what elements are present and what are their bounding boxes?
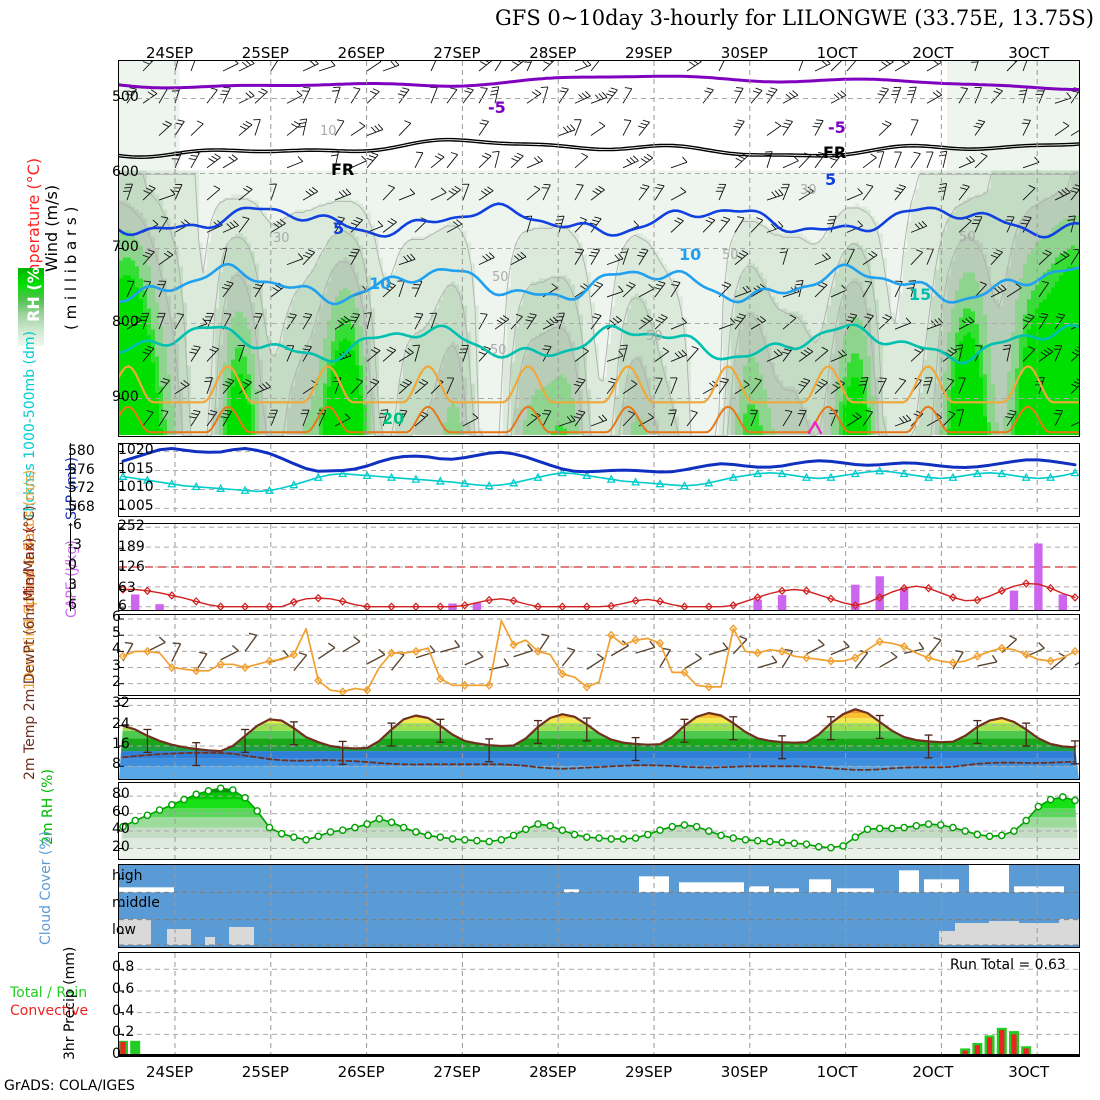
panel-slp-thickness [118, 443, 1080, 517]
date-tick-25sep: 25SEP [242, 1063, 289, 1081]
date-tick-28sep: 28SEP [529, 44, 576, 62]
contour-label: 20 [382, 409, 404, 428]
date-tick-24sep: 24SEP [146, 44, 193, 62]
date-tick-1oct: 1OCT [817, 1063, 858, 1081]
date-tick-1oct: 1OCT [817, 44, 858, 62]
contour-label: -5 [828, 118, 846, 137]
contour-label: FR [823, 143, 846, 162]
axis-label-precip-axis: 3hr Precip (mm) [62, 947, 78, 1060]
contour-label: FR [331, 160, 354, 179]
run-total-label: Run Total = 0.63 [950, 957, 1066, 973]
panel-rh-2m [118, 782, 1080, 860]
date-tick-3oct: 3OCT [1008, 1063, 1049, 1081]
contour-label: 15 [909, 285, 931, 304]
footer-credit: GrADS: COLA/IGES [4, 1078, 135, 1094]
panel-temp-dewpt [118, 698, 1080, 780]
axis-label-precip-total: Total / Rain [10, 985, 87, 1001]
panel-wind-10m [118, 614, 1080, 696]
panel-lifted-index-cape [118, 523, 1080, 611]
panel-precip [118, 952, 1080, 1057]
contour-label: 30 [800, 183, 817, 198]
date-tick-3oct: 3OCT [1008, 44, 1049, 62]
date-tick-25sep: 25SEP [242, 44, 289, 62]
contour-label: 10 [369, 274, 391, 293]
contour-label: 10 [679, 245, 701, 264]
contour-label: 30 [273, 231, 290, 246]
contour-label: -5 [488, 98, 506, 117]
axis-label-precip-convective: Convective [10, 1003, 88, 1019]
axis-label-wind: Wind (m/s) [42, 185, 61, 272]
date-tick-27sep: 27SEP [433, 1063, 480, 1081]
contour-label: 50 [959, 230, 976, 245]
axis-label-cloud-cover: Cloud Cover (%) [38, 831, 54, 945]
axis-label-millibars: ( m i l l i b a r s ) [62, 207, 80, 330]
contour-label: 5 [333, 219, 344, 238]
date-tick-2oct: 2OCT [912, 44, 953, 62]
date-tick-24sep: 24SEP [146, 1063, 193, 1081]
contour-label: 5 [825, 170, 836, 189]
date-tick-29sep: 29SEP [625, 44, 672, 62]
page-title: GFS 0~10day 3-hourly for LILONGWE (33.75… [0, 6, 1094, 30]
date-tick-2oct: 2OCT [912, 1063, 953, 1081]
lifted-index-axis-line [70, 523, 71, 611]
contour-label: 10 [320, 124, 337, 139]
contour-label: 50 [722, 248, 739, 263]
date-tick-30sep: 30SEP [721, 44, 768, 62]
rh-legend-swatch [18, 268, 44, 346]
axis-label-rh: RH (%) [24, 260, 43, 322]
contour-label: 50 [490, 343, 507, 358]
date-tick-30sep: 30SEP [721, 1063, 768, 1081]
date-tick-26sep: 26SEP [338, 1063, 385, 1081]
panel-cloud-cover [118, 864, 1080, 948]
date-tick-27sep: 27SEP [433, 44, 480, 62]
date-tick-26sep: 26SEP [338, 44, 385, 62]
contour-label: 50 [492, 270, 509, 285]
axis-label-temp2m: 2m Temp 2m DewPt (6hr Min/Max) (°C) [22, 505, 38, 780]
contour-label: 50 [646, 329, 663, 344]
panel-upper-air [118, 60, 1080, 437]
date-tick-28sep: 28SEP [529, 1063, 576, 1081]
date-tick-29sep: 29SEP [625, 1063, 672, 1081]
thickness-axis-line [70, 443, 71, 517]
